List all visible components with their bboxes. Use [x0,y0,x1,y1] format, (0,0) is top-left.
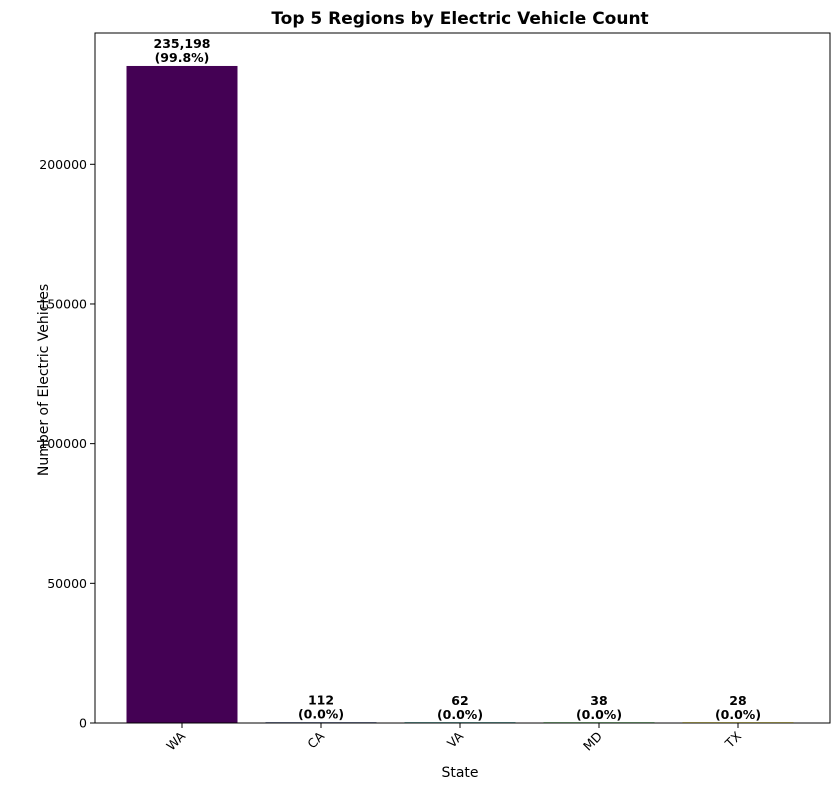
data-label-value: 112 [308,693,334,708]
data-label-percent: (0.0%) [298,707,344,722]
y-tick-label: 200000 [39,157,87,172]
x-tick-label-wa: WA [163,728,188,753]
x-tick-label-md: MD [580,729,605,754]
y-tick-label: 50000 [47,576,87,591]
plot-frame [94,32,831,724]
y-tick-label: 100000 [39,436,87,451]
x-tick-label-tx: TX [721,728,744,751]
data-label-value: 38 [590,693,607,708]
y-tick-label: 0 [79,716,87,731]
x-tick-label-ca: CA [304,728,327,751]
y-axis-label: Number of Electric Vehicles [36,284,52,476]
chart-title: Top 5 Regions by Electric Vehicle Count [271,9,648,29]
data-label-value: 62 [451,693,468,708]
x-tick-label-va: VA [444,728,466,750]
y-tick-label: 150000 [39,296,87,311]
data-label-percent: (0.0%) [715,707,761,722]
x-axis-label: State [441,765,478,781]
data-label-percent: (0.0%) [576,707,622,722]
bar-wa [126,65,238,724]
data-label-percent: (99.8%) [155,50,210,65]
data-label-percent: (0.0%) [437,707,483,722]
plot-area: 235,198(99.8%)112(0.0%)62(0.0%)38(0.0%)2… [39,32,831,754]
data-label-value: 235,198 [154,36,211,51]
data-label-value: 28 [729,693,746,708]
